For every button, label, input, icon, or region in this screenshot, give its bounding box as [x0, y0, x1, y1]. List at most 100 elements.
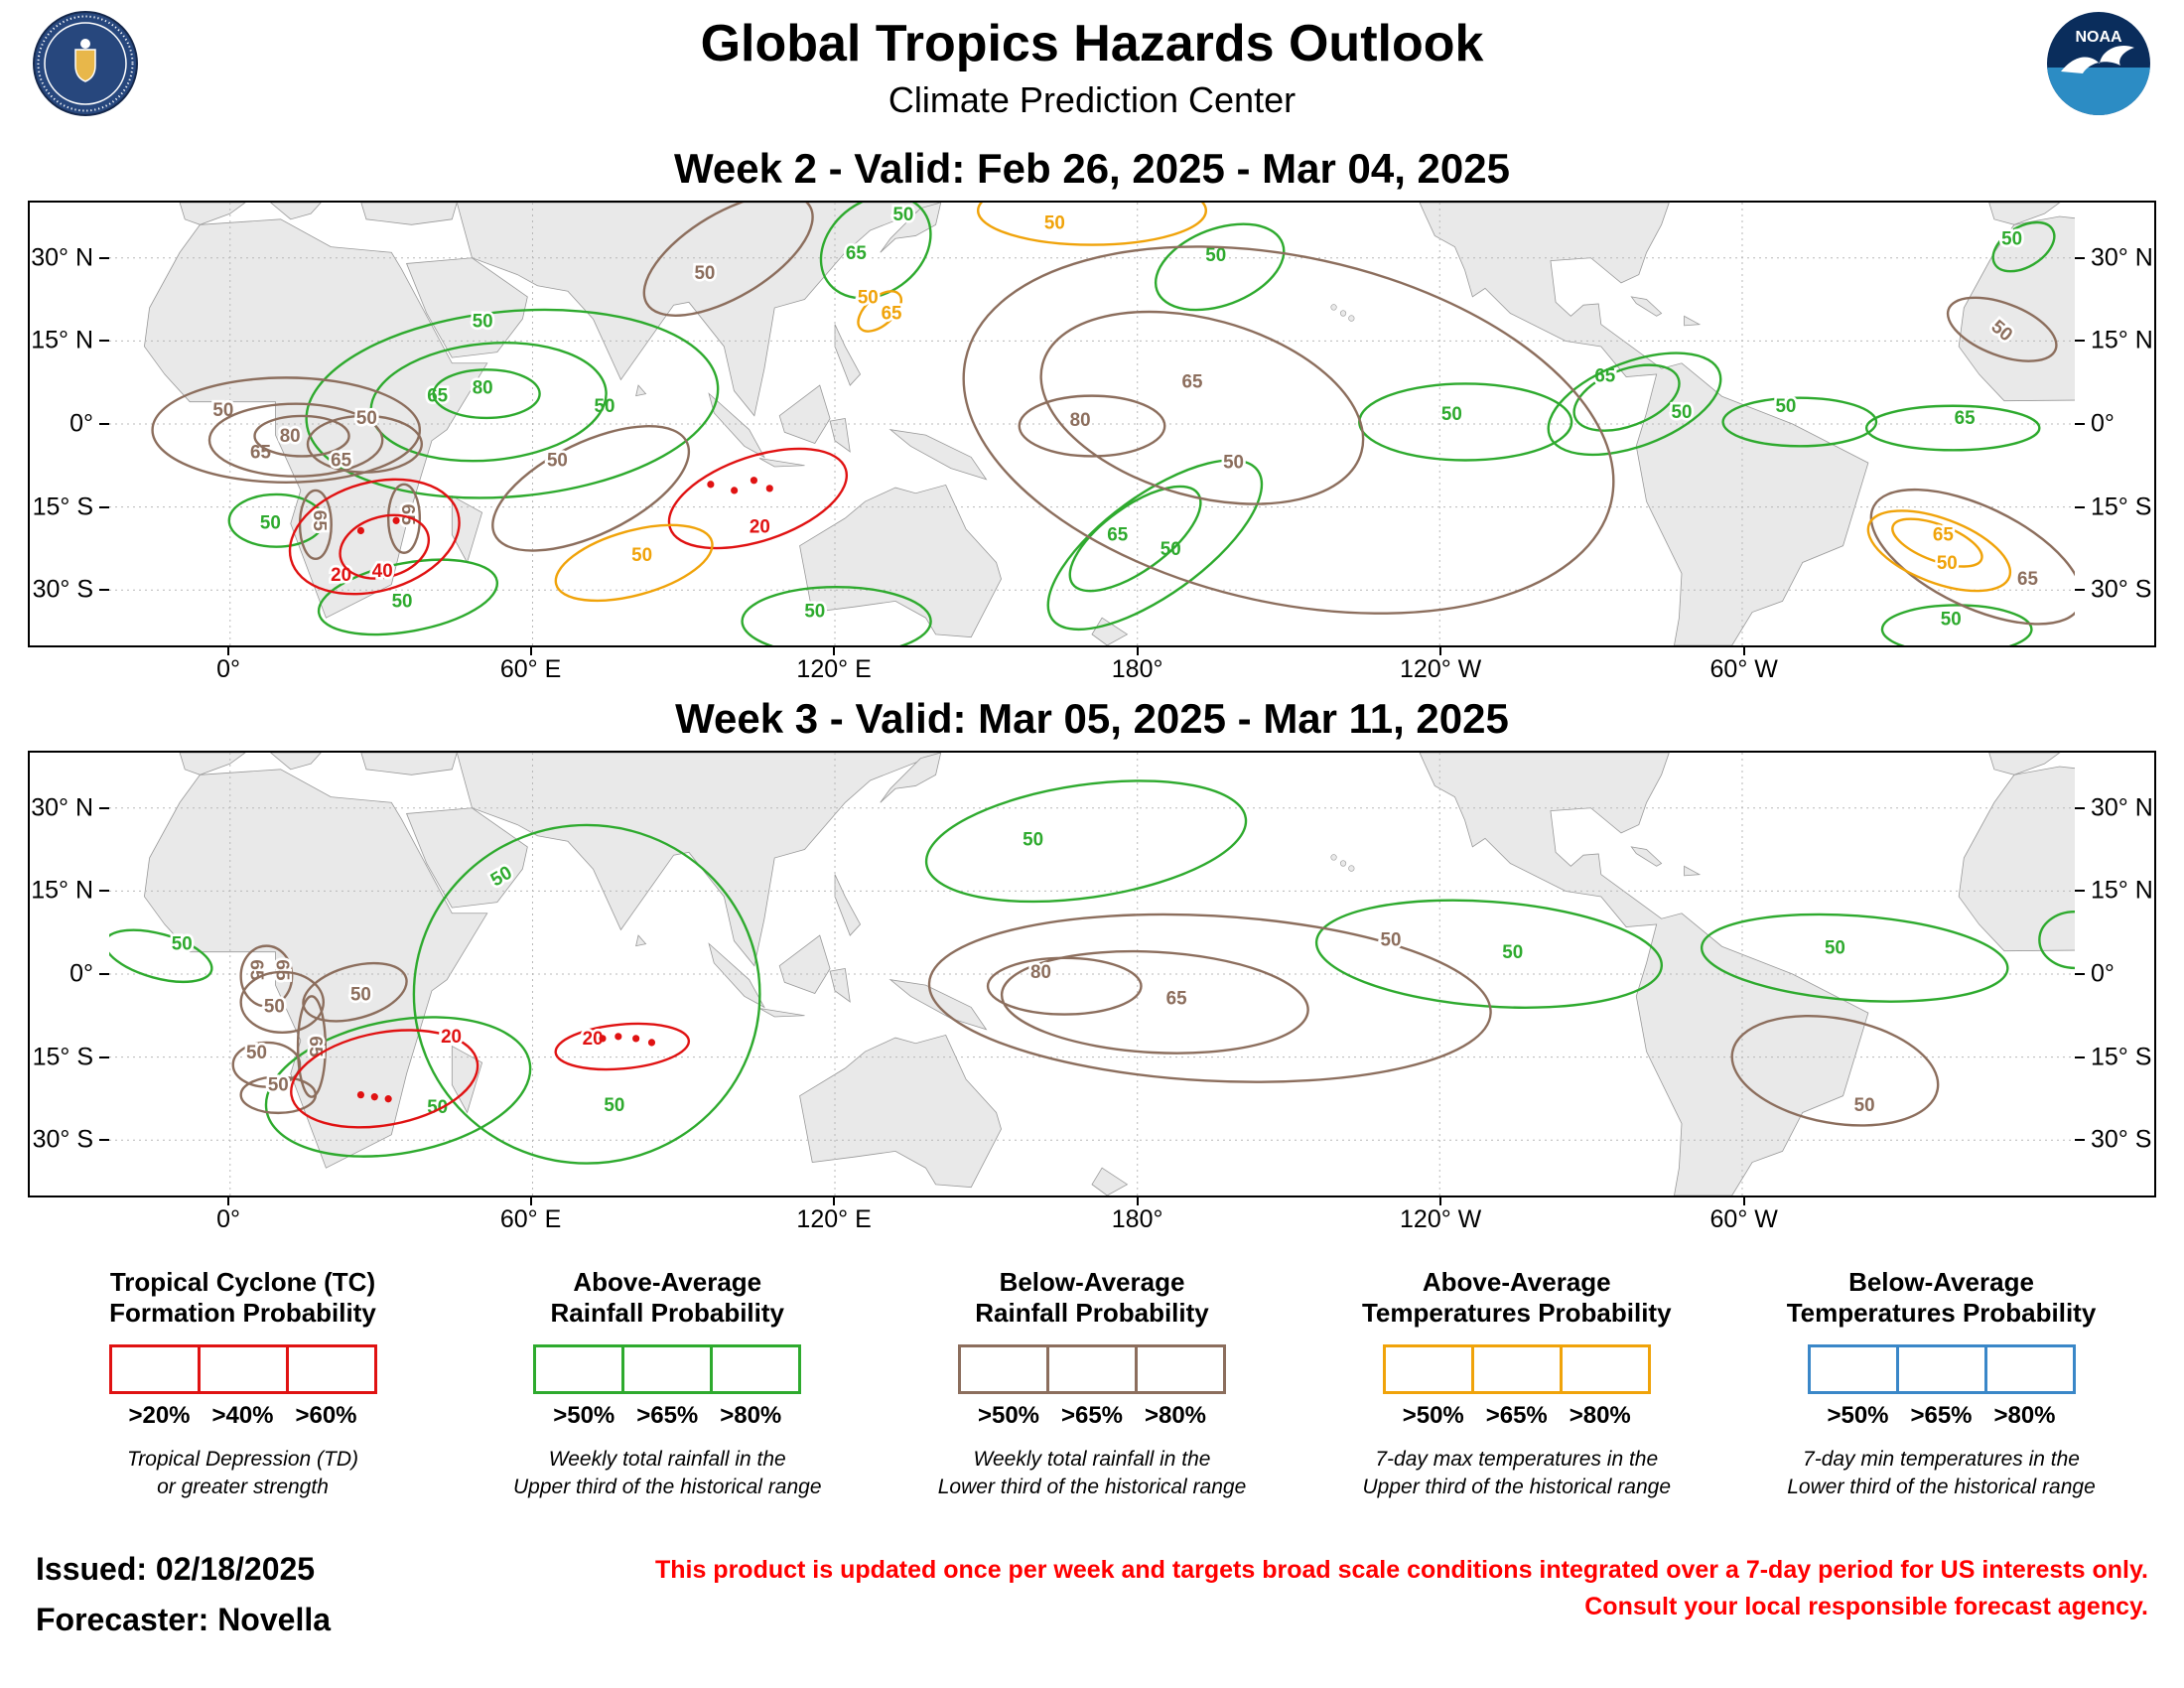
- contour-label: 50: [264, 996, 285, 1017]
- continent: [1959, 767, 2075, 951]
- week3-map-row: 30° N 15° N 0° 15° S 30° S 50 50 50 50 50 50 50 65 6…: [28, 751, 2156, 1233]
- contour-label: 65: [331, 450, 351, 471]
- contour-label: 65: [1182, 371, 1203, 392]
- probability-contour-green: [255, 998, 541, 1177]
- legend-title-line: Formation Probability: [109, 1298, 376, 1329]
- lon-tick-label: 120° W: [1400, 1205, 1482, 1233]
- probability-contour-brown: [1723, 1001, 1947, 1141]
- lon-tick-label: 60° W: [1709, 1205, 1778, 1233]
- contour-label: 65: [1107, 524, 1128, 545]
- legend-title: Below-Average Temperatures Probability: [1740, 1267, 2142, 1329]
- legend-swatch: [1807, 1344, 1899, 1395]
- legend-swatch: [1382, 1344, 1474, 1395]
- legend-title: Below-Average Rainfall Probability: [891, 1267, 1294, 1329]
- legend-item: Below-Average Rainfall Probability >50% >65…: [891, 1267, 1294, 1500]
- probability-contour-brown: [1000, 943, 1311, 1060]
- legend-threshold: >80%: [1569, 1402, 1631, 1430]
- lon-tick-label: 60° E: [499, 1205, 562, 1233]
- legend-swatch-row: [1740, 1344, 2142, 1395]
- contour-label: 50: [2001, 228, 2022, 249]
- continent: [452, 496, 481, 563]
- legend-title: Above-Average Rainfall Probability: [467, 1267, 869, 1329]
- continent: [144, 770, 486, 1168]
- probability-contour-orange: [548, 510, 720, 616]
- continent: [361, 753, 457, 774]
- contour-label: 50: [694, 263, 715, 284]
- contour-label: 65: [250, 442, 271, 463]
- legend-title-line: Temperatures Probability: [1361, 1298, 1672, 1329]
- legend-item: Tropical Cyclone (TC) Formation Probabili…: [42, 1267, 444, 1500]
- contour-label: 50: [892, 205, 913, 225]
- probability-contour-green: [1699, 905, 2010, 1011]
- contour-label: 20: [331, 565, 351, 586]
- legend-description-line: 7-day max temperatures in the: [1375, 1448, 1659, 1472]
- lat-tick-label: 0°: [2091, 959, 2115, 988]
- lon-tick-mark: [1742, 647, 1745, 655]
- lon-tick-mark: [529, 647, 532, 655]
- lat-tick-label: 15° N: [31, 326, 93, 354]
- legend-item: Above-Average Rainfall Probability >50% >65…: [467, 1267, 869, 1500]
- legend-description: 7-day max temperatures in the Upper third…: [1315, 1446, 1717, 1500]
- island: [1340, 861, 1346, 867]
- lat-tick-label: 30° N: [31, 243, 93, 272]
- week2-lon-axis: 0° 60° E 120° E 180° 120° W 60° W: [28, 647, 2156, 683]
- forecaster-name: Forecaster: Novella: [36, 1602, 332, 1638]
- legend-thresholds: >50% >65% >80%: [891, 1402, 1294, 1430]
- lon-tick-mark: [1742, 1197, 1745, 1205]
- lat-tick-mark: [99, 1055, 109, 1058]
- disclaimer-notice: This product is updated once per week an…: [655, 1552, 2148, 1626]
- lat-tick-label: 15° N: [2091, 326, 2153, 354]
- lon-tick-mark: [529, 1197, 532, 1205]
- probability-contour-brown: [298, 996, 326, 1096]
- continent: [835, 325, 861, 385]
- probability-contour-brown: [209, 404, 382, 477]
- contour-label: 65: [2017, 569, 2038, 590]
- lon-tick-label: 180°: [1111, 655, 1163, 683]
- lat-tick-mark: [99, 973, 109, 975]
- contour-label: 50: [1223, 452, 1244, 473]
- continent: [1989, 203, 2060, 224]
- lon-tick-label: 120° E: [796, 655, 872, 683]
- lon-tick-label: 60° E: [499, 655, 562, 683]
- contour-label: 65: [1594, 365, 1615, 386]
- continent: [457, 753, 940, 966]
- contour-label: 50: [1023, 829, 1043, 850]
- legend-swatch: [533, 1344, 625, 1395]
- island: [1349, 866, 1355, 872]
- legend-threshold: >80%: [1144, 1402, 1207, 1430]
- legend-swatch: [621, 1344, 714, 1395]
- noaa-logo-text: NOAA: [2075, 29, 2122, 46]
- lon-tick-mark: [1439, 1197, 1442, 1205]
- legend-threshold: >65%: [636, 1402, 699, 1430]
- lat-tick-label: 15° N: [2091, 876, 2153, 905]
- legend-title-line: Below-Average: [999, 1267, 1185, 1297]
- legend-swatch: [1559, 1344, 1651, 1395]
- contour-label: 50: [260, 512, 281, 533]
- lat-tick-mark: [2075, 973, 2085, 975]
- lon-tick-label: 120° W: [1400, 655, 1482, 683]
- probability-contour-green: [1723, 398, 1876, 447]
- legend-swatch-row: [1315, 1344, 1717, 1395]
- contour-label: 80: [280, 426, 301, 447]
- legend-threshold: >65%: [1910, 1402, 1973, 1430]
- legend-description: Weekly total rainfall in the Lower third …: [891, 1446, 1294, 1500]
- contour-label: 50: [1937, 553, 1958, 574]
- lat-tick-mark: [99, 340, 109, 343]
- continent: [636, 385, 646, 396]
- legend-swatch: [108, 1344, 201, 1395]
- continent: [361, 203, 457, 224]
- legend-threshold: >80%: [1993, 1402, 2056, 1430]
- contour-label: 80: [473, 377, 493, 398]
- issued-date: Issued: 02/18/2025: [36, 1550, 316, 1587]
- lat-tick-label: 30° S: [2091, 575, 2152, 604]
- legend-swatch: [710, 1344, 802, 1395]
- contour-label: 50: [392, 591, 413, 612]
- probability-contour-green: [1866, 406, 2039, 451]
- continent: [890, 430, 987, 480]
- week3-lon-axis: 0° 60° E 120° E 180° 120° W 60° W: [28, 1197, 2156, 1233]
- continent: [271, 203, 322, 219]
- legend-swatch: [1470, 1344, 1563, 1395]
- contour-label: 50: [858, 287, 879, 308]
